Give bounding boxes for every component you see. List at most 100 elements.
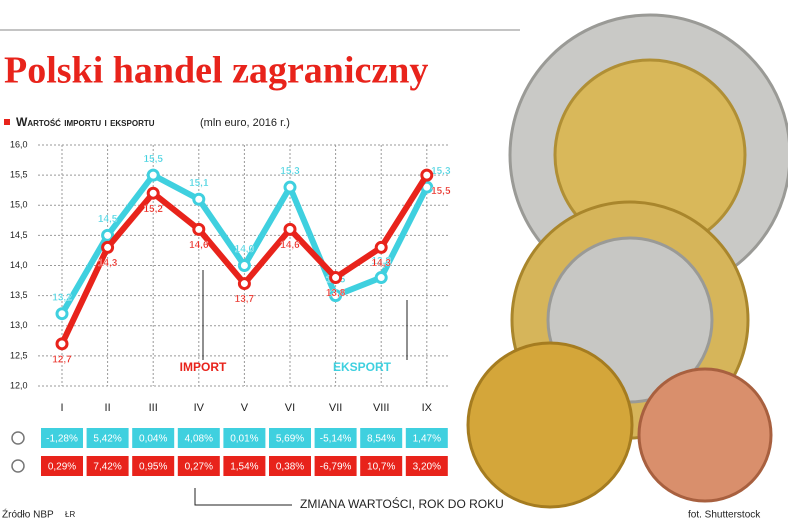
value-label: 14,6 — [280, 240, 300, 251]
point — [101, 228, 115, 242]
point — [101, 240, 115, 254]
value-label: 13,8 — [371, 256, 391, 267]
table-value: 0,04% — [139, 434, 167, 445]
x-tick-label: III — [149, 402, 158, 414]
y-tick-label: 14,5 — [10, 230, 28, 240]
value-label: 13,7 — [235, 294, 255, 305]
value-label: 15,1 — [189, 178, 209, 189]
table-cell — [405, 456, 448, 476]
table-value: 1,47% — [413, 434, 441, 445]
y-tick-label: 15,0 — [10, 200, 28, 210]
coin-50-cent — [466, 341, 634, 509]
y-tick-label: 15,5 — [10, 170, 28, 180]
table-cell — [269, 456, 311, 476]
point — [420, 168, 434, 182]
value-label: 13,8 — [326, 288, 346, 299]
table-cell — [314, 456, 357, 476]
point — [374, 271, 388, 285]
value-label: 14,5 — [98, 214, 118, 225]
table-value: 8,54% — [367, 434, 395, 445]
series-name: IMPORT — [180, 360, 227, 374]
table-value: 3,20% — [413, 462, 441, 473]
photo-credit: fot. Shutterstock — [688, 510, 761, 521]
table-title-bracket — [194, 488, 292, 506]
table-value: 10,7% — [367, 462, 395, 473]
table-cell — [223, 428, 266, 448]
row-marker — [11, 459, 25, 473]
subtitle-icon — [4, 119, 10, 125]
table-cell — [405, 428, 448, 448]
table-cell — [223, 456, 266, 476]
point — [374, 240, 388, 254]
y-tick-label: 14,0 — [10, 260, 28, 270]
table-cell — [132, 428, 175, 448]
value-label: 15,5 — [143, 154, 163, 165]
y-tick-label: 13,0 — [10, 320, 28, 330]
table-cell — [41, 456, 83, 476]
table-value: 1,54% — [230, 462, 258, 473]
row-marker — [11, 431, 25, 445]
point — [55, 307, 69, 321]
value-label: 13,2 — [52, 292, 72, 303]
x-tick-label: IX — [422, 402, 433, 414]
x-tick-label: I — [60, 402, 63, 414]
x-tick-label: IV — [194, 402, 205, 414]
table-cell — [314, 428, 357, 448]
value-label: 14,6 — [189, 240, 209, 251]
x-tick-label: VII — [329, 402, 342, 414]
table-cell — [41, 428, 83, 448]
author: ŁR — [65, 510, 75, 519]
point — [146, 168, 160, 182]
x-tick-label: II — [105, 402, 111, 414]
chart-title: Polski handel zagraniczny — [4, 50, 428, 92]
series-name: EKSPORT — [333, 360, 392, 374]
table-cell — [86, 456, 129, 476]
point — [55, 337, 69, 351]
table-cell — [360, 428, 403, 448]
table-value: 0,01% — [230, 434, 258, 445]
table-value: 4,08% — [185, 434, 213, 445]
table-value: 0,95% — [139, 462, 167, 473]
table-cell — [177, 456, 220, 476]
point — [237, 277, 251, 291]
y-tick-label: 12,0 — [10, 380, 28, 390]
table-cell — [132, 456, 175, 476]
unit-note: (mln euro, 2016 r.) — [200, 117, 290, 129]
value-label: 14,0 — [235, 244, 255, 255]
x-tick-label: VI — [285, 402, 295, 414]
point — [329, 271, 343, 285]
x-tick-label: V — [241, 402, 249, 414]
table-value: 5,69% — [276, 434, 304, 445]
table-cell — [269, 428, 311, 448]
table-cell — [177, 428, 220, 448]
value-label: 14,3 — [98, 258, 118, 269]
coins — [466, 13, 788, 509]
source: Źródło NBP — [2, 508, 54, 521]
y-tick-label: 13,5 — [10, 290, 28, 300]
table-value: 0,29% — [48, 462, 76, 473]
point — [237, 259, 251, 272]
value-label: 15,2 — [143, 204, 163, 215]
point — [192, 192, 206, 206]
value-label: 15,3 — [431, 166, 451, 177]
table-title: ZMIANA WARTOŚCI, ROK DO ROKU — [300, 496, 504, 511]
table-cell — [86, 428, 129, 448]
value-label: 14,3 — [371, 258, 391, 269]
point — [283, 180, 297, 194]
coin-2-cent — [637, 367, 773, 503]
table-value: 7,42% — [93, 462, 121, 473]
table-value: -6,79% — [320, 462, 352, 473]
chart-subtitle: Wartość importu i eksportu — [16, 115, 155, 129]
point — [146, 186, 160, 200]
value-label: 12,7 — [52, 354, 72, 365]
table-value: 5,42% — [93, 434, 121, 445]
table-value: -1,28% — [46, 434, 78, 445]
y-tick-label: 12,5 — [10, 350, 28, 360]
point — [329, 289, 343, 303]
x-tick-label: VIII — [373, 402, 390, 414]
table-value: 0,27% — [185, 462, 213, 473]
table-value: -5,14% — [320, 434, 352, 445]
point — [283, 222, 297, 236]
table-value: 0,38% — [276, 462, 304, 473]
